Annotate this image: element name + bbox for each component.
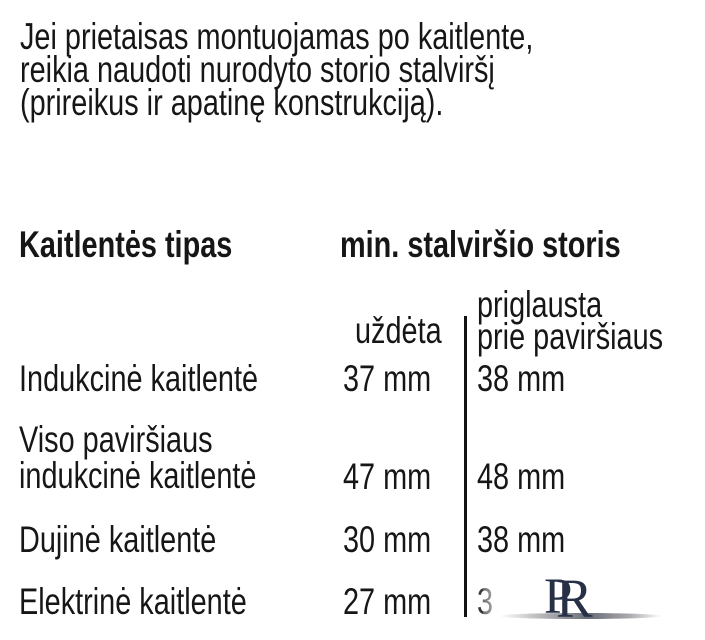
watermark-letter-r: R: [556, 568, 593, 629]
row-gas-applied-value: 30 mm: [343, 519, 432, 560]
row-electric-applied-value: 27 mm: [343, 581, 432, 622]
table-header-hob-type: Kaitlentės tipas: [19, 224, 233, 265]
table-header-min-thickness: min. stalviršio storis: [340, 224, 621, 265]
watermark-letter-p: P: [544, 569, 573, 625]
intro-paragraph: Jei prietaisas montuojamas po kaitlente,…: [20, 16, 636, 123]
row-fullsurface-label-line2: indukcinė kaitlentė: [19, 455, 257, 496]
row-fullsurface-flush-value: 48 mm: [477, 456, 566, 497]
column-divider: [464, 316, 467, 617]
row-gas-flush-value: 38 mm: [477, 519, 566, 560]
row-induction-applied-value: 37 mm: [343, 358, 432, 399]
row-electric-label: Elektrinė kaitlentė: [19, 581, 247, 622]
row-fullsurface-applied-value: 47 mm: [343, 456, 432, 497]
intro-line-3: (prireikus ir apatinę konstrukciją).: [20, 82, 444, 123]
intro-line-2: reikia naudoti nurodyto storio stalviršį: [20, 49, 495, 90]
watermark-swoosh-icon: [499, 613, 662, 619]
subheader-flush-line1: priglausta: [477, 284, 603, 325]
row-gas-label: Dujinė kaitlentė: [19, 519, 217, 560]
row-induction-label: Indukcinė kaitlentė: [19, 358, 259, 399]
subheader-flush-line2: prie paviršiaus: [477, 316, 664, 357]
row-induction-flush-value: 38 mm: [477, 358, 566, 399]
subheader-applied: uždėta: [355, 310, 442, 351]
row-fullsurface-label-line1: Viso paviršiaus: [19, 419, 213, 460]
intro-line-1: Jei prietaisas montuojamas po kaitlente,: [20, 16, 534, 57]
